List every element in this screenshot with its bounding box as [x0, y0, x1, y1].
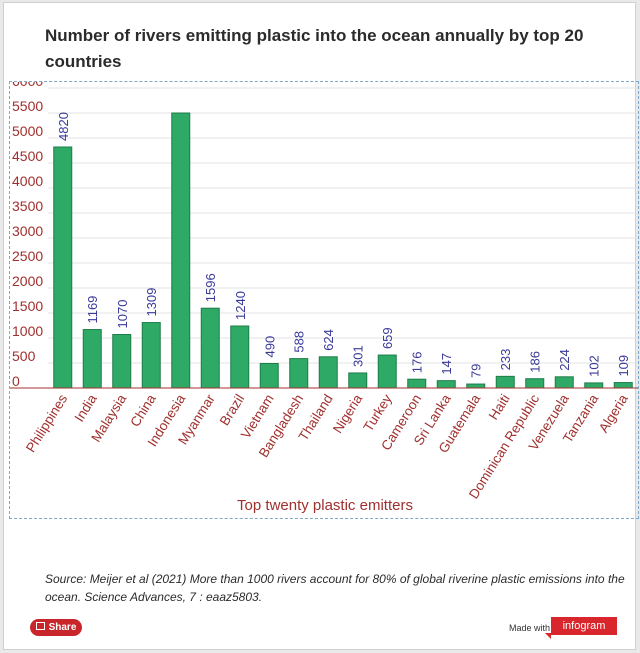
bar: [554, 376, 574, 389]
bar: [171, 112, 191, 389]
y-tick-label: 500: [12, 348, 36, 364]
share-icon: [35, 622, 45, 630]
y-tick-label: 2000: [12, 273, 43, 289]
data-label: 4820: [56, 112, 71, 141]
category-label: India: [72, 391, 100, 424]
bar: [525, 378, 545, 389]
y-tick-label: 5000: [12, 123, 43, 139]
data-label: 588: [292, 331, 307, 353]
data-label: 109: [616, 355, 631, 377]
y-tick-label: 3000: [12, 223, 43, 239]
bar: [230, 325, 250, 389]
bar: [377, 354, 397, 389]
bar: [613, 382, 633, 389]
category-label: China: [127, 391, 159, 429]
x-axis-title: Top twenty plastic emitters: [237, 497, 413, 514]
data-label: 490: [262, 336, 277, 358]
data-label: 1070: [115, 300, 130, 329]
data-label: 624: [321, 329, 336, 351]
bar: [141, 322, 161, 389]
data-label: 186: [528, 351, 543, 373]
y-tick-label: 1000: [12, 323, 43, 339]
category-label: Brazil: [217, 392, 248, 429]
y-tick-label: 5500: [12, 98, 43, 114]
bar: [289, 358, 309, 389]
chart-title: Number of rivers emitting plastic into t…: [45, 26, 584, 71]
infographic-card: Number of rivers emitting plastic into t…: [3, 2, 639, 650]
bar: [466, 383, 486, 389]
y-tick-label: 6000: [12, 82, 43, 89]
data-label: 147: [439, 353, 454, 375]
bar: [407, 378, 427, 389]
data-label: 176: [410, 351, 425, 373]
bar-chart: 0 500 1000 1500 2000 2500 3000 3500 4000 4500 5000…: [10, 82, 638, 514]
y-tick-label: 4000: [12, 173, 43, 189]
bar: [318, 356, 338, 389]
chart-container: 0 500 1000 1500 2000 2500 3000 3500 4000 4500 5000…: [9, 81, 639, 519]
bar: [495, 375, 515, 389]
data-label: 659: [380, 327, 395, 349]
bar: [200, 307, 220, 389]
data-label: 1596: [203, 273, 218, 302]
y-tick-label: 4500: [12, 148, 43, 164]
category-label: Haiti: [486, 392, 513, 423]
data-label: 102: [587, 355, 602, 377]
y-tick-label: 1500: [12, 298, 43, 314]
source-note: Source: Meijer et al (2021) More than 10…: [45, 572, 625, 604]
category-label: Philippines: [23, 391, 70, 455]
bar: [112, 334, 132, 389]
y-tick-label: 0: [12, 373, 20, 389]
data-label: 301: [351, 345, 366, 367]
y-tick-label: 3500: [12, 198, 43, 214]
data-label: 1309: [144, 288, 159, 317]
data-label: 224: [557, 349, 572, 371]
made-with-label: Made with: [509, 623, 551, 633]
bar: [82, 329, 102, 389]
data-label: 79: [469, 364, 484, 378]
bar: [348, 372, 368, 389]
bar: [584, 382, 604, 389]
bar: [436, 380, 456, 389]
share-label: Share: [48, 622, 77, 633]
category-label: Nigeria: [330, 391, 366, 436]
category-label: Algeria: [596, 391, 631, 435]
infogram-logo[interactable]: infogram: [545, 617, 617, 639]
data-label: 233: [498, 349, 513, 371]
y-tick-label: 2500: [12, 248, 43, 264]
data-label: 1240: [233, 291, 248, 320]
share-button[interactable]: Share: [30, 619, 82, 636]
data-label: 1169: [85, 296, 100, 324]
bar: [53, 146, 73, 389]
bar: [259, 363, 279, 389]
